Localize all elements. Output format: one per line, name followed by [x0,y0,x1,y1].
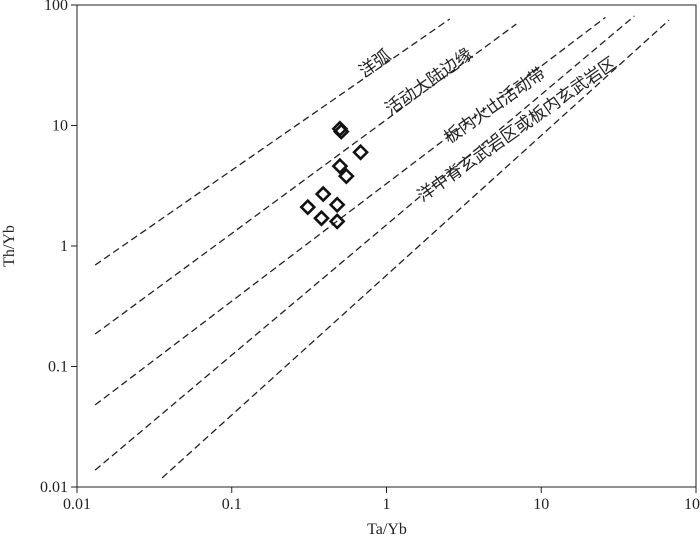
point [313,209,330,227]
y-axis-label: Th/Yb [1,225,18,267]
x-axis-label: Ta/Yb [367,521,407,538]
y-tick-label: 10 [52,118,68,135]
reference-line [94,16,606,406]
point [328,196,346,214]
x-tick-label: 10 [533,496,549,513]
x-tick-label: 1 [383,496,391,513]
reference-line [94,15,635,471]
reference-line [94,23,517,335]
annotation: 洋弧 [355,46,394,81]
y-tick-label: 100 [44,0,68,14]
reference-line [161,19,670,479]
annotation: 活动大陆边缘 [382,44,476,118]
point [331,157,349,175]
y-tick-label: 0.01 [40,479,68,496]
point [332,123,350,140]
x-tick-label: 0.01 [63,496,91,513]
y-tick-label: 1 [60,238,68,255]
point [337,167,355,185]
point [328,213,346,230]
point [299,198,317,216]
reference-line [94,18,451,266]
y-tick-label: 0.1 [48,359,68,376]
point [352,143,369,161]
x-tick-label: 0.1 [222,496,242,513]
x-tick-label: 100 [684,496,700,513]
point [314,185,332,203]
